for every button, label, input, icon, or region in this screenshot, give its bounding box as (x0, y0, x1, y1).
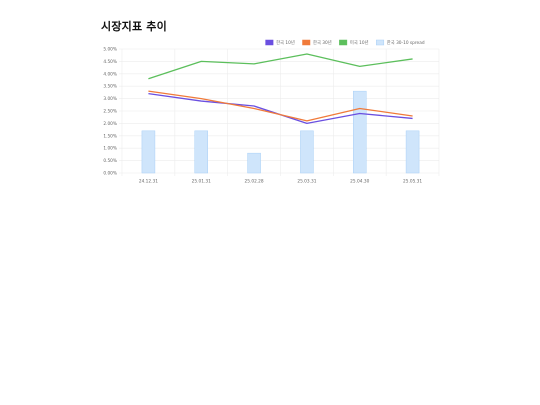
x-tick-label: 25.02.28 (245, 179, 264, 185)
legend-swatch (376, 39, 385, 46)
series-line-1 (148, 90, 413, 122)
spread-bar (300, 130, 314, 174)
y-tick-label: 2.50% (103, 109, 117, 115)
y-tick-label: 3.50% (103, 84, 117, 90)
legend-label: 한국 30-10 spread (387, 40, 425, 46)
bar-layer (141, 90, 420, 174)
legend-label: 한국 30년 (313, 39, 332, 46)
legend-item[interactable]: 한국 10년 (265, 39, 295, 46)
legend-swatch (265, 39, 274, 46)
x-tick-label: 25.03.31 (297, 179, 316, 185)
legend-label: 미국 10년 (350, 39, 369, 46)
line-layer (148, 53, 413, 125)
y-tick-label: 0.00% (103, 171, 117, 177)
axis-layer: 0.00% 0.50% 1.00% 1.50% 2.00% 2.50% 3.00% 3.50%… (103, 47, 422, 185)
page-title: 시장지표 추이 (101, 20, 167, 33)
y-tick-label: 5.00% (103, 47, 117, 53)
legend-item[interactable]: 미국 10년 (339, 39, 369, 46)
legend-item[interactable]: 한국 30-10 spread (376, 39, 425, 46)
spread-bar (247, 152, 261, 174)
y-tick-label: 3.00% (103, 96, 117, 102)
spread-bar (353, 90, 367, 174)
x-tick-label: 25.01.31 (192, 179, 211, 185)
spread-bar (141, 130, 156, 174)
y-tick-label: 1.50% (103, 133, 117, 139)
legend-item[interactable]: 한국 30년 (302, 39, 332, 46)
legend-swatch (302, 39, 311, 46)
series-line-2 (148, 53, 413, 80)
x-tick-label: 25.04.30 (350, 179, 369, 185)
legend: 한국 10년 한국 30년 미국 10년 한국 30-10 spread (265, 39, 425, 46)
spread-bar (194, 130, 208, 174)
spread-bar (405, 130, 420, 174)
y-tick-label: 4.50% (103, 59, 117, 65)
legend-swatch (339, 39, 348, 46)
y-tick-label: 1.00% (103, 146, 117, 152)
y-tick-label: 2.00% (103, 121, 117, 127)
legend-label: 한국 10년 (276, 39, 295, 46)
x-tick-label: 24.12.31 (139, 179, 158, 185)
y-tick-label: 4.00% (103, 71, 117, 77)
y-tick-label: 0.50% (103, 158, 117, 164)
x-tick-label: 25.05.31 (403, 179, 422, 185)
